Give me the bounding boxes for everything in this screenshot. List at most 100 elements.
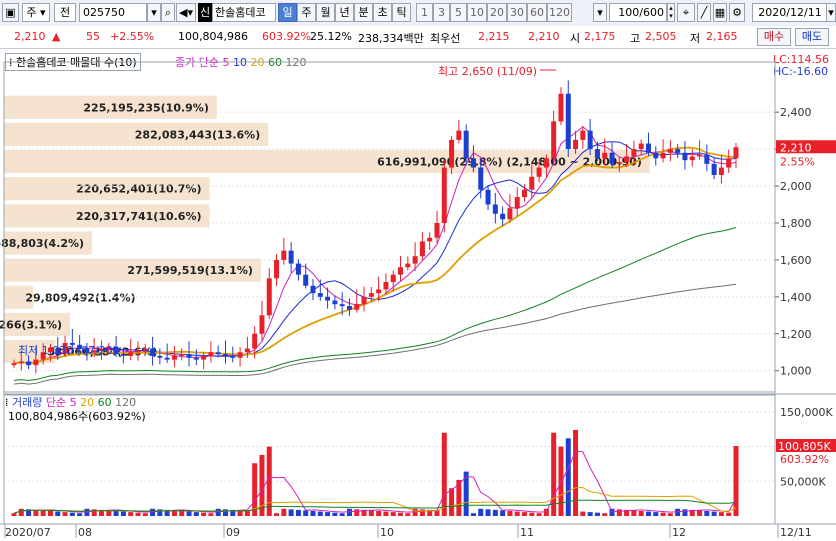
stock-code-input[interactable]: 025750: [79, 3, 147, 22]
volume-bar: [346, 508, 352, 516]
volume-current: 100,804,986주(603.92%): [8, 410, 146, 423]
x-tick-label: 12/11: [780, 526, 812, 539]
interval-button-1[interactable]: 1: [416, 3, 433, 22]
stock-name[interactable]: 한솔홈데코: [212, 3, 276, 22]
candle: [62, 342, 68, 355]
buy-button[interactable]: 매수: [757, 28, 791, 46]
volume-profile-label: 616,991,090(29.8%) (2,148.00 ~ 2,009.90): [377, 156, 642, 169]
volume-bar: [485, 509, 491, 516]
candle: [222, 354, 228, 356]
volume-bar: [682, 509, 688, 516]
spin-icon[interactable]: ▴ ▾: [667, 3, 675, 22]
candle: [718, 167, 724, 175]
volume-profile-bar: [4, 95, 217, 119]
period-tab-2[interactable]: 월: [316, 3, 335, 22]
candle: [427, 237, 433, 242]
interval-button-120[interactable]: 120: [547, 3, 572, 22]
count-input[interactable]: 100/600: [609, 3, 667, 22]
period-tab-5[interactable]: 초: [373, 3, 392, 22]
chevron-down-icon[interactable]: ▾: [593, 3, 607, 22]
volume-profile-label: 63,473,266(3.1%): [0, 318, 62, 331]
volume-bar: [704, 511, 710, 516]
line-icon[interactable]: ╱: [697, 3, 711, 22]
candle: [252, 333, 258, 349]
volume-profile-label: 271,599,519(13.1%): [127, 264, 252, 277]
volume-bar: [215, 508, 221, 516]
last-volume-label: 100,805K: [778, 440, 831, 453]
volume-bar: [660, 512, 666, 516]
candle: [230, 355, 236, 358]
chart-canvas[interactable]: 225,195,235(10.9%) 282,083,443(13.6%) 616,…: [0, 48, 836, 541]
low-price: 2,165: [706, 30, 738, 43]
candle: [317, 293, 323, 297]
candle: [77, 344, 83, 349]
interval-button-30[interactable]: 30: [507, 3, 527, 22]
turnover-rate: 25.12%: [310, 30, 352, 43]
grid-icon[interactable]: ▦: [713, 3, 727, 22]
candle: [733, 147, 739, 159]
volume-profile-label: 220,317,741(10.6%): [76, 210, 201, 223]
low-label: 저: [690, 32, 701, 45]
volume-bar: [237, 510, 243, 516]
type-select[interactable]: 주 ▾: [22, 3, 50, 22]
candle: [128, 352, 134, 356]
date-input[interactable]: 2020/12/11: [752, 3, 828, 22]
interval-button-60[interactable]: 60: [527, 3, 547, 22]
period-tab-1[interactable]: 주: [297, 3, 316, 22]
chevron-down-icon[interactable]: ▾: [147, 3, 161, 22]
volume-bar: [558, 446, 564, 516]
candle: [624, 156, 630, 163]
period-tab-3[interactable]: 년: [335, 3, 354, 22]
period-tab-0[interactable]: 일: [278, 3, 297, 22]
speaker-icon[interactable]: ◀▾: [176, 3, 196, 22]
period-tab-4[interactable]: 분: [354, 3, 373, 22]
volume-bar: [230, 509, 236, 516]
interval-button-20[interactable]: 20: [487, 3, 507, 22]
volume-bar: [689, 509, 695, 516]
interval-button-10[interactable]: 10: [467, 3, 487, 22]
interval-button-3[interactable]: 3: [433, 3, 450, 22]
interval-button-5[interactable]: 5: [450, 3, 467, 22]
candle: [485, 189, 491, 205]
sell-button[interactable]: 매도: [795, 28, 829, 46]
calendar-icon[interactable]: ▾: [826, 3, 836, 22]
volume-bar: [383, 511, 389, 516]
y-tick-label: 2,000: [780, 180, 812, 193]
volume-tick-label: 50,000K: [780, 475, 826, 488]
ma60-line: [13, 227, 737, 381]
volume-bar: [653, 512, 659, 516]
window-icon[interactable]: ▣: [2, 3, 19, 22]
y-tick-label: 2,400: [780, 106, 812, 119]
tool-icon[interactable]: ⌖: [677, 3, 695, 22]
volume-bar: [179, 511, 185, 516]
volume-bar: [441, 432, 447, 516]
volume-bar: [500, 510, 506, 516]
volume-bar: [244, 511, 250, 516]
price-grid: [0, 61, 836, 538]
vol-ma5-line: [13, 450, 737, 514]
ma20-line: [13, 146, 737, 365]
candle: [675, 149, 681, 153]
gear-icon[interactable]: ⚙: [729, 3, 745, 22]
volume-legend[interactable]: ⁞ 거래량 단순 5 20 60 120: [5, 396, 137, 409]
volume-bar: [470, 513, 476, 516]
candle: [653, 152, 659, 159]
search-icon[interactable]: ⌕: [161, 3, 175, 22]
candle: [470, 158, 476, 168]
volume-bar: [150, 508, 156, 516]
volume-bar: [645, 511, 651, 516]
volume-bar: [529, 512, 535, 516]
volume-bar: [507, 511, 513, 516]
lc-value: LC:114.56: [773, 53, 830, 66]
candle: [492, 204, 498, 214]
candle: [361, 296, 367, 305]
volume-bar: [157, 509, 163, 516]
volume-bar: [339, 513, 345, 516]
candle: [47, 348, 53, 353]
mode-select[interactable]: 전: [54, 3, 76, 22]
x-tick-label: 2020/07: [5, 526, 51, 539]
candle: [208, 352, 214, 356]
period-tab-6[interactable]: 틱: [392, 3, 411, 22]
candle: [274, 259, 280, 279]
volume-bar: [77, 513, 83, 516]
